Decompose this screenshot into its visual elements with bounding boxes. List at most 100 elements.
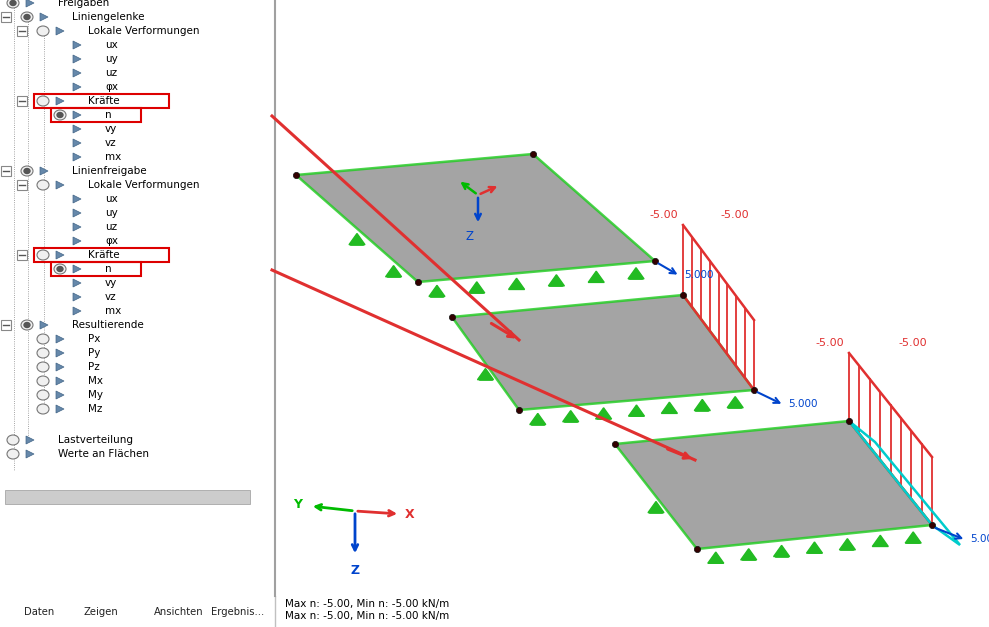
Text: Resultierende: Resultierende [72,320,143,330]
Text: Werte an Flächen: Werte an Flächen [58,449,149,459]
Text: Freigaben: Freigaben [58,0,109,8]
Polygon shape [73,223,81,231]
Text: uz: uz [105,222,117,232]
Polygon shape [386,266,402,277]
Polygon shape [73,69,81,77]
Text: Lokale Verformungen: Lokale Verformungen [88,26,200,36]
Text: Mz: Mz [88,404,103,414]
Ellipse shape [21,166,33,176]
Polygon shape [662,402,677,413]
Polygon shape [73,83,81,91]
Polygon shape [563,411,579,422]
Ellipse shape [7,435,19,445]
Polygon shape [469,282,485,293]
Text: Pz: Pz [88,362,100,372]
Text: uy: uy [105,208,118,218]
Polygon shape [840,539,855,550]
Polygon shape [26,450,34,458]
Polygon shape [56,181,64,189]
Bar [1,12,11,22]
Polygon shape [73,293,81,301]
Text: -5.00: -5.00 [650,210,678,220]
Text: n: n [105,264,112,274]
Ellipse shape [21,320,33,330]
Polygon shape [73,55,81,63]
Polygon shape [349,233,365,245]
Text: vy: vy [105,124,118,134]
Bar [17,180,27,190]
Bar [5,490,250,504]
Ellipse shape [54,110,66,120]
Text: φx: φx [105,236,118,246]
Text: Y: Y [293,498,302,512]
Polygon shape [40,13,48,21]
Ellipse shape [24,14,30,19]
Text: vy: vy [105,278,118,288]
Text: Lokale Verformungen: Lokale Verformungen [88,180,200,190]
Bar [17,250,27,260]
Bar [34,248,169,262]
Text: Py: Py [88,348,100,358]
Ellipse shape [37,250,49,260]
Bar [34,94,169,108]
Text: Z: Z [350,564,360,577]
Polygon shape [694,399,710,411]
Text: -5.00: -5.00 [720,210,749,220]
Text: vz: vz [105,138,117,148]
Polygon shape [56,97,64,105]
Polygon shape [73,139,81,147]
Ellipse shape [57,266,63,271]
Text: Linienfreigabe: Linienfreigabe [72,166,146,176]
Text: -5.00: -5.00 [898,338,927,348]
Ellipse shape [54,264,66,274]
Polygon shape [452,295,754,410]
Polygon shape [478,369,494,380]
Bar [1,166,11,176]
Polygon shape [73,265,81,273]
Text: vz: vz [105,292,117,302]
Polygon shape [56,335,64,343]
Text: Ergebnis...: Ergebnis... [211,607,264,617]
Polygon shape [26,0,34,7]
Polygon shape [429,285,445,297]
Polygon shape [56,27,64,35]
Polygon shape [806,542,823,553]
Polygon shape [595,408,611,419]
Ellipse shape [37,362,49,372]
Polygon shape [73,237,81,245]
Text: X: X [405,507,414,520]
Ellipse shape [21,12,33,22]
Text: -5.00: -5.00 [815,338,844,348]
Polygon shape [872,535,888,547]
Ellipse shape [37,26,49,36]
Polygon shape [708,552,724,563]
Ellipse shape [37,376,49,386]
Polygon shape [508,278,524,290]
Polygon shape [73,195,81,203]
Text: mx: mx [105,306,122,316]
Polygon shape [73,307,81,315]
Text: Kräfte: Kräfte [88,96,120,106]
Ellipse shape [7,449,19,459]
Polygon shape [56,363,64,371]
Polygon shape [56,349,64,357]
Polygon shape [588,271,604,282]
Ellipse shape [37,390,49,400]
Polygon shape [296,154,655,282]
Polygon shape [73,111,81,119]
Ellipse shape [37,180,49,190]
Text: 5.000: 5.000 [788,399,818,409]
Polygon shape [741,549,757,560]
Text: Px: Px [88,334,100,344]
Polygon shape [26,436,34,444]
Text: Z: Z [466,230,474,243]
Text: ux: ux [105,194,118,204]
Polygon shape [73,153,81,161]
Polygon shape [56,251,64,259]
Text: ux: ux [105,40,118,50]
Ellipse shape [37,348,49,358]
Polygon shape [648,502,664,513]
Ellipse shape [57,112,63,117]
Text: 5.000: 5.000 [684,270,713,280]
Polygon shape [73,279,81,287]
